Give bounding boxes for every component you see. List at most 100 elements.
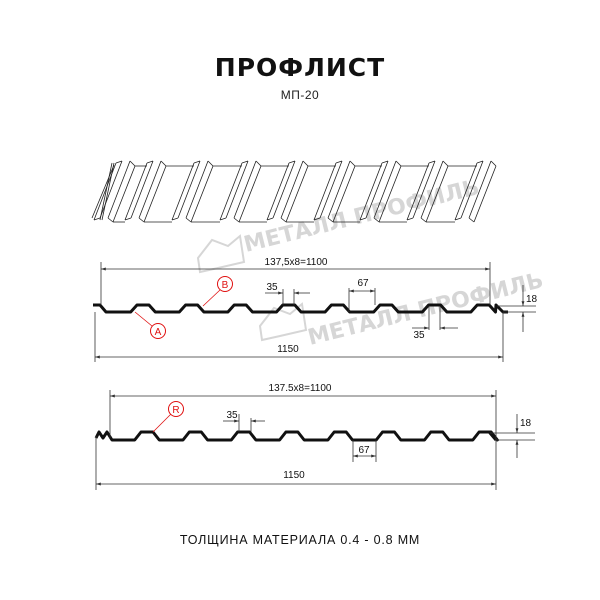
sheet-rib-line xyxy=(101,162,115,221)
valley-dimension: 67 xyxy=(357,278,369,289)
callout-leader xyxy=(152,413,172,433)
sheet-rib-line xyxy=(319,160,343,219)
sheet-rib-line xyxy=(241,160,249,164)
page-title: ПРОФЛИСТ xyxy=(215,53,385,82)
sheet-rib-line xyxy=(288,160,296,164)
sheet-rib-line xyxy=(171,162,195,221)
sheet-rib-line xyxy=(373,217,380,223)
sheet-rib-line xyxy=(266,162,290,221)
callout-r-circle xyxy=(168,401,184,417)
sheet-rib-line xyxy=(327,160,351,219)
sheet-rib-line xyxy=(473,165,497,223)
sheet-rib-line xyxy=(171,217,179,221)
sheet-rib-line xyxy=(420,217,427,223)
sheet-rib-line xyxy=(207,160,214,167)
sheet-rib-line xyxy=(255,160,262,167)
profile-a-drawing: 137,5x8=1100 1150 35 67 35 18 A B xyxy=(93,257,538,362)
crest-dimension: 35 xyxy=(266,282,278,293)
sheet-rib-line xyxy=(420,160,444,219)
pitch-dimension: 137,5x8=1100 xyxy=(265,257,328,268)
sheet-rib-line xyxy=(93,217,101,221)
sheet-rib-line xyxy=(395,160,402,167)
sheet-rib-line xyxy=(490,160,497,167)
sheet-rib-line xyxy=(332,165,356,223)
sheet-rib-line xyxy=(99,162,113,221)
watermark-logo-icon xyxy=(196,234,246,274)
sheet-rib-line xyxy=(425,165,449,223)
sheet-rib-line xyxy=(476,160,484,164)
sheet-rib-line xyxy=(219,162,243,221)
sheet-rib-line xyxy=(285,165,309,223)
sheet-rib-line xyxy=(468,217,475,223)
sheet-rib-line xyxy=(280,160,304,219)
sheet-rib-line xyxy=(454,162,478,221)
sheet-rib-line xyxy=(160,160,167,167)
sheet-rib-line xyxy=(349,160,356,167)
sheet-rib-line xyxy=(460,160,484,219)
sheet-rib-line xyxy=(138,217,145,223)
sheet-rib-line xyxy=(93,162,117,221)
sheet-rib-line xyxy=(313,217,321,221)
sheet-rib-line xyxy=(233,217,240,223)
width-dimension: 1150 xyxy=(277,344,299,355)
sheet-rib-line xyxy=(359,162,383,221)
sheet-rib-line xyxy=(272,160,296,219)
callout-b: B xyxy=(222,280,229,291)
sheet-rib-line xyxy=(373,160,397,219)
sheet-rib-line xyxy=(225,160,249,219)
callout-leader xyxy=(134,311,153,327)
pitch-dimension: 137.5x8=1100 xyxy=(269,383,332,394)
sheet-rib-line xyxy=(406,217,414,221)
sheet-rib-line xyxy=(129,160,136,167)
profile-r-drawing: 137.5x8=1100 1150 35 67 18 R xyxy=(94,383,535,490)
sheet-rib-line xyxy=(193,160,201,164)
sheet-rib-line xyxy=(378,165,402,223)
watermark-logo-icon xyxy=(258,302,308,342)
sheet-rib-line xyxy=(335,160,343,164)
sheet-rib-line xyxy=(185,217,192,223)
sheet-rib-line xyxy=(190,165,214,223)
profile-r-line xyxy=(94,430,499,442)
sheet-rib-line xyxy=(266,217,274,221)
sheet-rib-line xyxy=(146,160,154,164)
sheet-rib-line xyxy=(327,217,334,223)
sheet-rib-line xyxy=(107,217,114,223)
sheet-rib-line xyxy=(124,162,148,221)
sheet-rib-line xyxy=(143,165,167,223)
sheet-rib-line xyxy=(177,160,201,219)
sheet-3d-view xyxy=(91,160,497,223)
sheet-rib-line xyxy=(91,164,115,219)
sheet-rib-line xyxy=(238,165,262,223)
sheet-rib-line xyxy=(280,217,287,223)
profile-a-line xyxy=(93,303,508,314)
sheet-rib-line xyxy=(302,160,309,167)
callout-r: R xyxy=(172,405,179,416)
sheet-rib-line xyxy=(112,165,136,223)
sheet-rib-line xyxy=(107,160,131,219)
crest-dimension: 35 xyxy=(226,410,238,421)
sheet-rib-line xyxy=(454,217,462,221)
sheet-rib-line xyxy=(99,160,123,219)
sheet-rib-line xyxy=(442,160,449,167)
sheet-rib-line xyxy=(406,162,430,221)
height-dimension: 18 xyxy=(520,418,532,429)
sheet-rib-line xyxy=(381,160,389,164)
watermark-top: МЕТАЛЛ ПРОФИЛЬ xyxy=(196,175,482,274)
model-subtitle: МП-20 xyxy=(281,88,319,102)
callout-leader xyxy=(202,289,221,307)
sheet-rib-line xyxy=(233,160,257,219)
sheet-rib-line xyxy=(313,162,337,221)
sheet-rib-line xyxy=(219,217,227,221)
sheet-rib-line xyxy=(428,160,436,164)
height-dimension: 18 xyxy=(526,294,538,305)
callout-a: A xyxy=(155,327,162,338)
sheet-rib-line xyxy=(130,160,154,219)
sheet-rib-line xyxy=(115,160,123,164)
sheet-rib-line xyxy=(185,160,209,219)
valley-dimension: 67 xyxy=(358,445,370,456)
sheet-rib-line xyxy=(468,160,492,219)
sheet-rib-line xyxy=(365,160,389,219)
callout-a-circle xyxy=(150,323,166,339)
crest-dimension-lower: 35 xyxy=(413,330,425,341)
